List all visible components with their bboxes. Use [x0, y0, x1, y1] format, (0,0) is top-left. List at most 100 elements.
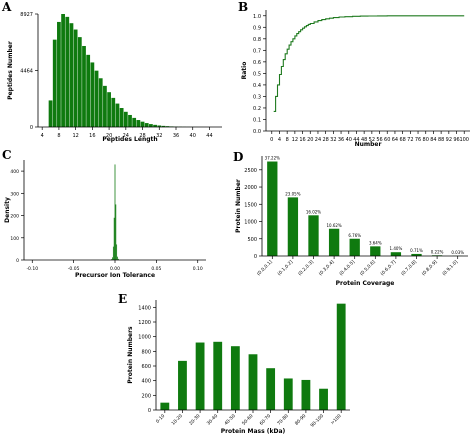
chart-a-y-tick-label: 0 [30, 125, 33, 131]
chart-a-bar [52, 39, 57, 127]
chart-c: 0 100 200 300 400 -0.10 -0.05 0.00 0.05 0.10 Precu… [0, 148, 230, 293]
chart-d-y-tick-label: 1000 [244, 220, 257, 226]
chart-d-bar [328, 228, 340, 256]
chart-d-bar [390, 252, 402, 256]
chart-d-data-label: 10.62% [326, 223, 341, 228]
chart-c-bar [112, 257, 113, 260]
chart-d-y-tick-label: 2500 [244, 168, 257, 174]
chart-a-x-tick-label: 4 [41, 133, 44, 139]
chart-e-y-tick-label: 600 [141, 364, 151, 370]
chart-c-bar [117, 258, 119, 260]
panel-label-b: B [238, 0, 249, 14]
chart-a-x-axis-label: Peptides Length [102, 136, 157, 143]
chart-b-x-tick-label: 92 [446, 137, 452, 143]
chart-e-x-tick-label: 80-90 [294, 413, 308, 427]
chart-c-bar [112, 246, 114, 260]
chart-e-x-axis-label: Protein Mass (kDa) [221, 428, 286, 434]
chart-a-x-tick-label: 32 [156, 133, 162, 139]
chart-b-series-line [273, 15, 465, 112]
chart-e-x-tick-label: 30-40 [206, 413, 220, 427]
chart-e-x-tick-label: 70-80 [276, 413, 290, 427]
chart-d-data-label: 0.03% [451, 250, 464, 255]
chart-a-bar [48, 100, 53, 127]
chart-a-bar [161, 125, 166, 127]
chart-a-bar [57, 21, 61, 128]
chart-c-bar [114, 164, 116, 260]
chart-a-y-tick-label: 4464 [20, 68, 33, 74]
chart-a-bar [165, 126, 170, 127]
chart-a-bar [82, 45, 86, 127]
chart-d-bar [287, 197, 299, 256]
chart-d-y-tick-label: 0 [254, 254, 257, 260]
chart-a-bar [128, 114, 132, 127]
chart-a-bar [103, 85, 107, 127]
chart-e-bar [178, 360, 187, 410]
chart-b-svg: 0.00.10.20.30.40.50.60.70.80.91.00 4 8 12 16… [241, 10, 470, 148]
chart-a-bar [107, 92, 111, 127]
chart-c-bar [111, 259, 113, 260]
chart-b-y-tick-label: 0.9 [253, 25, 261, 31]
chart-d-data-label: 23.05% [285, 191, 300, 196]
chart-e-bar [266, 368, 276, 410]
chart-b-y-tick-label: 0.5 [253, 71, 261, 77]
chart-c-x-tick-label: 0.05 [151, 266, 161, 272]
chart-d-x-tick-label: (0.7,0.8] [400, 259, 418, 277]
chart-b-x-tick-label: 88 [438, 137, 444, 143]
chart-e-bar [301, 379, 311, 410]
chart-c-x-tick-label: 0.00 [110, 266, 120, 272]
chart-a-x-tick-label: 8 [57, 133, 60, 139]
chart-a-bar [136, 120, 141, 127]
chart-e-x-tick-label: 20-30 [188, 413, 202, 427]
chart-e-x-tick-label: >100 [330, 413, 343, 426]
chart-b-x-tick-label: 72 [407, 137, 413, 143]
chart-b-y-tick-label: 0.8 [253, 37, 261, 43]
chart-b-x-tick-label: 32 [330, 137, 336, 143]
chart-b-x-tick-label: 4 [278, 137, 281, 143]
chart-a-bar [144, 123, 149, 127]
chart-a-x-tick-label: 28 [139, 133, 145, 139]
chart-a-y-tick-label: 8927 [20, 12, 33, 18]
chart-b-x-tick-label: 40 [346, 137, 352, 143]
chart-b-x-tick-label: 28 [322, 137, 328, 143]
chart-b-x-tick-label: 20 [307, 137, 313, 143]
chart-b-x-tick-label: 16 [299, 137, 305, 143]
chart-c-x-tick-label: -0.05 [68, 266, 80, 272]
chart-a-bar [73, 29, 78, 127]
chart-d-data-label: 0.22% [431, 249, 444, 254]
chart-e: 0-10 10-20 20-30 30-40 40-50 50-60 60-70 70-80 8… [110, 290, 374, 434]
chart-a-bar [115, 103, 120, 127]
chart-a-bar [132, 117, 137, 127]
chart-a-bar [61, 14, 65, 127]
chart-b-x-tick-label: 8 [286, 137, 289, 143]
chart-a-bar [86, 54, 91, 128]
panel-label-c: C [2, 148, 12, 162]
chart-c-x-tick-label: -0.10 [26, 266, 38, 272]
chart-e-bar [319, 388, 328, 410]
chart-a-bar [94, 70, 99, 127]
chart-e-x-tick-label: 50-60 [241, 413, 255, 427]
chart-b-x-tick-label: 60 [384, 137, 390, 143]
chart-d-x-tick-label: (0.3,0.4] [318, 259, 336, 277]
chart-e-y-tick-label: 400 [141, 379, 151, 385]
chart-a-bar [119, 108, 124, 127]
chart-e-x-tick-label: 40-50 [223, 413, 237, 427]
chart-e-y-tick-label: 800 [141, 349, 151, 355]
chart-a-bar [65, 16, 70, 128]
chart-a-bar [111, 97, 116, 127]
chart-e-y-axis-label: Protein Numbers [127, 326, 134, 384]
chart-d-data-label: 0.71% [410, 248, 423, 253]
chart-e-y-tick-label: 1200 [138, 320, 151, 326]
chart-d-x-tick-label: (0.2,0.3] [297, 259, 315, 277]
chart-e-y-tick-label: 1000 [138, 335, 151, 341]
chart-b-y-tick-label: 0.6 [253, 60, 261, 66]
chart-c-bar [115, 204, 117, 260]
chart-d-bar [411, 253, 422, 256]
chart-b-y-tick-label: 0.3 [253, 94, 261, 100]
chart-a-bar [149, 124, 153, 127]
chart-d-bar [370, 246, 381, 256]
chart-e-bar [160, 402, 170, 410]
chart-c-y-axis-label: Density [4, 197, 11, 223]
panel-label-e: E [118, 292, 128, 306]
chart-b-x-tick-label: 52 [369, 137, 375, 143]
chart-a-bar [153, 124, 157, 127]
